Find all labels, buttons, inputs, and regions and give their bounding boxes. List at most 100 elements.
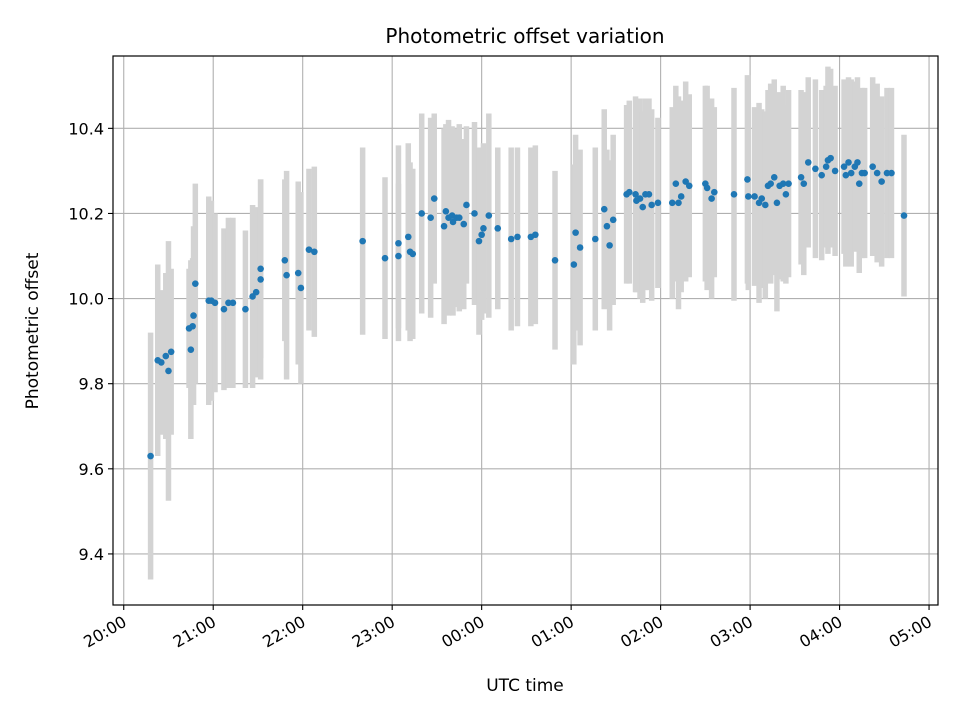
data-point [672,180,680,187]
data-point [478,231,485,239]
data-point [311,248,318,256]
data-point [758,195,766,202]
y-tick-label: 9.8 [79,375,104,394]
data-point [822,163,830,170]
data-point [708,195,715,202]
data-point [475,237,483,245]
data-point [685,182,693,190]
data-point [192,280,199,287]
data-point [878,178,885,185]
data-point [840,163,848,170]
data-point [779,180,787,187]
data-point [711,188,718,196]
data-point [460,220,468,228]
data-point [463,201,470,209]
data-point [165,367,172,375]
data-point [507,235,515,243]
data-point [220,305,228,313]
data-point [873,169,881,177]
data-point [305,246,313,253]
data-point [395,239,402,247]
data-point [812,165,819,173]
data-point [751,193,758,200]
data-point [418,210,426,217]
data-point [703,184,711,192]
data-point [639,203,647,211]
data-point [572,229,579,236]
y-tick-label: 10.0 [68,290,104,309]
data-point [609,216,617,224]
data-point [252,288,260,296]
y-axis-ticks: 9.4 9.6 9.8 10.0 10.2 10.4 [68,119,113,564]
data-point [532,231,539,239]
y-tick-label: 9.4 [79,545,104,564]
data-point [294,269,302,277]
data-point [785,180,792,187]
data-point [625,188,633,196]
data-point [636,195,644,202]
data-point [591,235,599,243]
data-point [677,193,685,200]
data-point [603,222,611,230]
data-point [827,154,834,162]
data-point [600,205,608,213]
data-point [745,193,752,200]
y-tick-label: 9.6 [79,460,104,479]
data-point [606,242,613,249]
data-point [514,233,521,241]
y-tick-label: 10.4 [68,119,104,138]
data-point [395,252,402,260]
data-point [845,159,852,166]
data-point [485,212,493,219]
data-point [797,173,805,181]
data-point [645,191,653,198]
data-point [847,169,855,177]
data-point [888,169,895,177]
data-point [782,191,790,198]
data-point [855,180,863,187]
data-point [570,261,578,268]
data-points [147,154,908,460]
data-point [455,214,463,222]
x-axis-title: UTC time [486,676,564,696]
data-point [861,169,868,177]
data-point [854,159,861,166]
data-point [167,348,175,356]
data-point [409,250,417,258]
data-point [442,208,450,215]
plot-frame [112,55,939,606]
data-point [804,159,812,166]
data-point [359,237,366,245]
data-point [800,180,808,187]
data-point [632,191,639,198]
data-point [648,201,655,209]
data-point [494,225,502,232]
y-axis-title: Photometric offset [23,252,43,409]
y-tick-label: 10.2 [68,204,104,223]
data-point [818,171,825,179]
data-point [190,312,197,319]
data-point [869,163,876,170]
data-point [675,199,682,207]
data-point [187,346,195,353]
data-point [773,199,781,207]
data-point [471,210,478,217]
data-point [576,244,584,251]
data-point [440,222,448,230]
data-point [162,352,170,360]
data-point [189,322,196,330]
data-point [297,284,305,292]
data-point [767,180,774,187]
data-point [480,225,487,232]
data-point [762,201,769,209]
data-point [730,191,738,198]
data-point [551,256,559,264]
data-point [430,195,438,202]
data-point [770,173,778,181]
data-point [900,212,908,219]
chart-title: Photometric offset variation [385,24,664,48]
data-point [257,276,264,283]
data-point [242,305,249,313]
data-point [404,233,412,241]
